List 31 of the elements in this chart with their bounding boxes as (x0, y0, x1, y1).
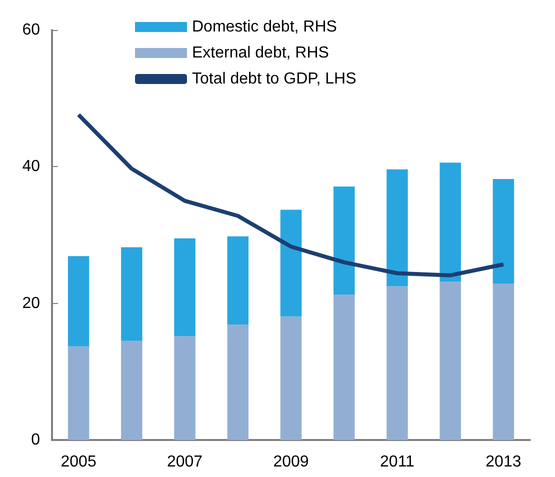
bar (333, 294, 355, 440)
y-tick-label: 60 (22, 22, 40, 38)
bar (68, 346, 90, 440)
x-tick-label: 2011 (380, 454, 415, 470)
bar (174, 238, 196, 336)
bar (227, 324, 249, 440)
x-tick-label: 2013 (486, 454, 522, 470)
bar (121, 340, 142, 440)
bar (492, 284, 514, 440)
bar (386, 169, 408, 286)
bar (121, 247, 142, 341)
bar (280, 316, 302, 440)
legend-label: Domestic debt, RHS (192, 18, 337, 36)
bar (440, 281, 461, 440)
bar (440, 162, 461, 282)
y-tick-label: 20 (22, 294, 40, 312)
x-tick-label: 2005 (60, 454, 96, 470)
bar (174, 336, 196, 440)
legend-label: External debt, RHS (192, 44, 329, 62)
x-tick-label: 2009 (273, 454, 309, 470)
legend-label: Total debt to GDP, LHS (192, 70, 356, 88)
bar (333, 186, 355, 294)
bar (280, 210, 302, 316)
bar (386, 286, 408, 440)
bar (227, 236, 249, 325)
bar (68, 256, 90, 346)
x-tick-label: 2007 (166, 454, 203, 470)
y-tick-label: 40 (22, 158, 40, 176)
y-tick-label: 0 (31, 432, 40, 448)
line-series (76, 112, 506, 278)
bar (492, 178, 514, 284)
